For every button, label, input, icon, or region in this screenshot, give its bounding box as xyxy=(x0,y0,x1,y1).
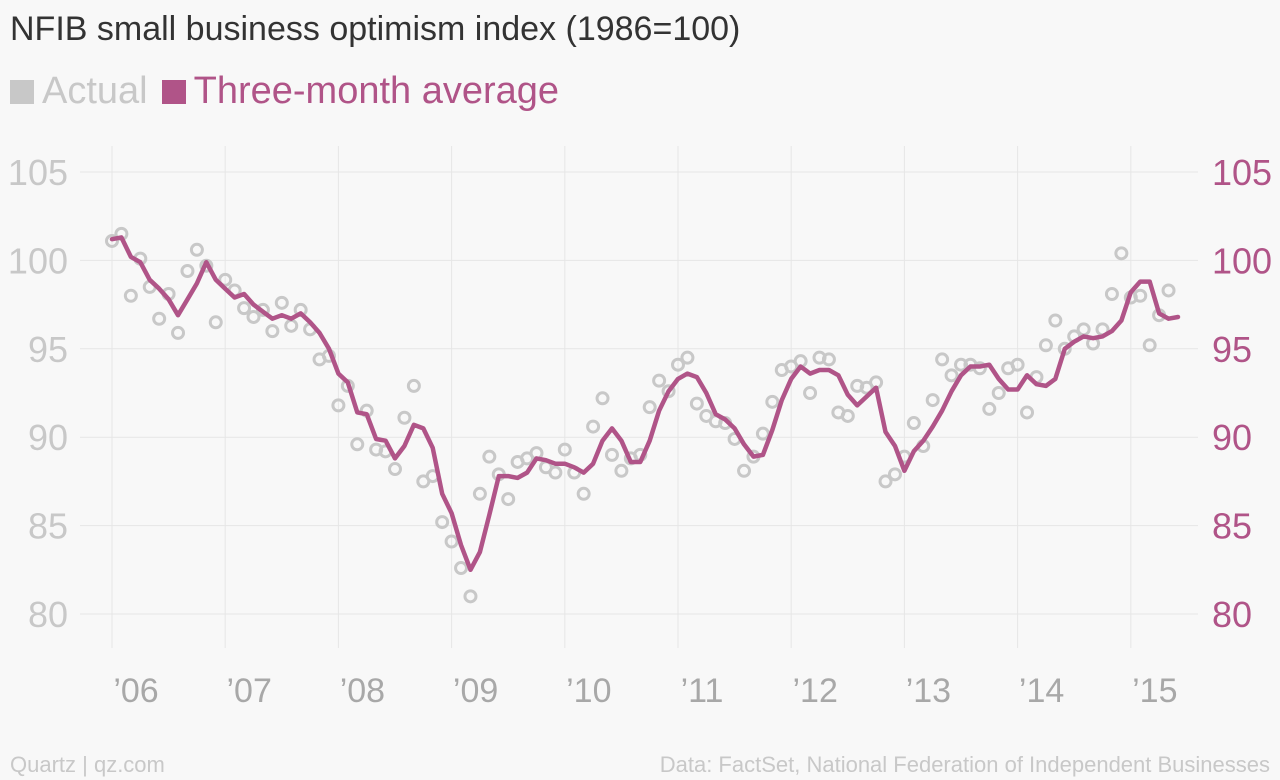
actual-point xyxy=(821,352,836,367)
actual-point xyxy=(1048,313,1063,328)
y-tick-right-100: 100 xyxy=(1212,240,1272,281)
actual-point xyxy=(991,386,1006,400)
footer-credit: Quartz | qz.com xyxy=(10,752,165,777)
actual-point xyxy=(595,391,610,406)
actual-point xyxy=(237,301,252,316)
x-tick-2008: ’08 xyxy=(340,672,385,710)
actual-point xyxy=(331,398,346,413)
actual-point xyxy=(652,373,667,388)
x-tick-2012: ’12 xyxy=(793,672,838,710)
actual-point xyxy=(944,368,959,383)
actual-point xyxy=(982,401,997,416)
actual-point xyxy=(482,449,497,464)
actual-point xyxy=(586,419,601,434)
legend: Actual Three-month average xyxy=(10,70,573,113)
y-tick-left-100: 100 xyxy=(8,240,68,281)
actual-point xyxy=(218,272,233,287)
x-tick-2006: ’06 xyxy=(113,672,158,710)
legend-label-actual: Actual xyxy=(42,70,148,112)
actual-point xyxy=(661,384,676,399)
x-tick-2009: ’09 xyxy=(453,672,498,710)
actual-point xyxy=(765,394,780,409)
actual-point xyxy=(878,474,893,489)
actual-point xyxy=(925,393,940,408)
y-tick-right-95: 95 xyxy=(1212,329,1252,370)
x-tick-2014: ’14 xyxy=(1019,672,1064,710)
actual-point xyxy=(1114,246,1129,261)
actual-point xyxy=(604,447,619,462)
actual-point xyxy=(614,463,629,478)
y-tick-right-80: 80 xyxy=(1212,594,1252,635)
actual-point xyxy=(803,386,818,400)
actual-point xyxy=(208,315,223,330)
actual-point xyxy=(840,408,855,423)
actual-point xyxy=(935,352,950,367)
actual-point xyxy=(388,462,402,477)
actual-point xyxy=(435,515,450,530)
actual-point xyxy=(887,467,902,482)
actual-point xyxy=(463,589,478,604)
x-tick-2013: ’13 xyxy=(906,672,951,710)
actual-point xyxy=(906,416,921,431)
actual-point xyxy=(274,295,289,310)
legend-label-average: Three-month average xyxy=(193,70,560,112)
actual-point xyxy=(557,442,572,457)
actual-point xyxy=(350,437,365,452)
y-tick-left-105: 105 xyxy=(8,152,68,193)
actual-point xyxy=(1020,405,1035,420)
y-tick-left-80: 80 xyxy=(28,594,68,635)
chart-title: NFIB small business optimism index (1986… xyxy=(10,10,741,48)
x-tick-2015: ’15 xyxy=(1132,672,1177,710)
actual-point xyxy=(472,486,487,501)
actual-point xyxy=(284,318,299,333)
actual-point xyxy=(1104,286,1119,301)
y-tick-left-85: 85 xyxy=(28,506,68,547)
actual-point xyxy=(189,242,204,257)
y-tick-left-90: 90 xyxy=(28,417,68,458)
actual-point xyxy=(501,492,516,507)
actual-point xyxy=(671,357,685,372)
actual-point xyxy=(397,410,412,425)
actual-point xyxy=(152,311,167,326)
legend-item-average: Three-month average xyxy=(161,70,560,113)
x-tick-2011: ’11 xyxy=(681,672,724,710)
actual-point xyxy=(1010,357,1025,372)
actual-point xyxy=(444,534,459,549)
actual-point xyxy=(548,465,563,480)
y-tick-left-95: 95 xyxy=(28,329,68,370)
actual-point xyxy=(576,486,591,501)
actual-point xyxy=(1142,338,1157,353)
actual-point xyxy=(123,288,138,303)
actual-point xyxy=(1133,288,1148,303)
actual-point xyxy=(246,309,261,324)
actual-point xyxy=(954,357,968,372)
actual-point xyxy=(680,350,695,365)
actual-point xyxy=(1161,283,1176,298)
actual-point xyxy=(1038,338,1053,353)
legend-item-actual: Actual xyxy=(10,70,148,113)
legend-swatch-actual xyxy=(10,79,34,104)
average-line xyxy=(109,235,1181,573)
legend-swatch-average xyxy=(161,79,186,104)
actual-point xyxy=(737,463,752,478)
actual-point xyxy=(265,324,280,339)
actual-point xyxy=(406,378,421,393)
actual-point xyxy=(171,325,186,340)
actual-point xyxy=(642,400,657,415)
actual-point xyxy=(755,426,770,441)
y-tick-right-105: 105 xyxy=(1212,152,1272,193)
footer-source: Data: FactSet, National Federation of In… xyxy=(659,752,1270,777)
y-tick-right-85: 85 xyxy=(1212,506,1252,547)
actual-point xyxy=(180,264,195,279)
y-tick-right-90: 90 xyxy=(1212,417,1252,458)
actual-point xyxy=(689,396,704,411)
actual-point xyxy=(1076,322,1091,337)
actual-point xyxy=(105,233,119,248)
actual-point xyxy=(454,561,469,576)
x-tick-2010: ’10 xyxy=(566,672,611,710)
x-tick-2007: ’07 xyxy=(227,672,272,710)
